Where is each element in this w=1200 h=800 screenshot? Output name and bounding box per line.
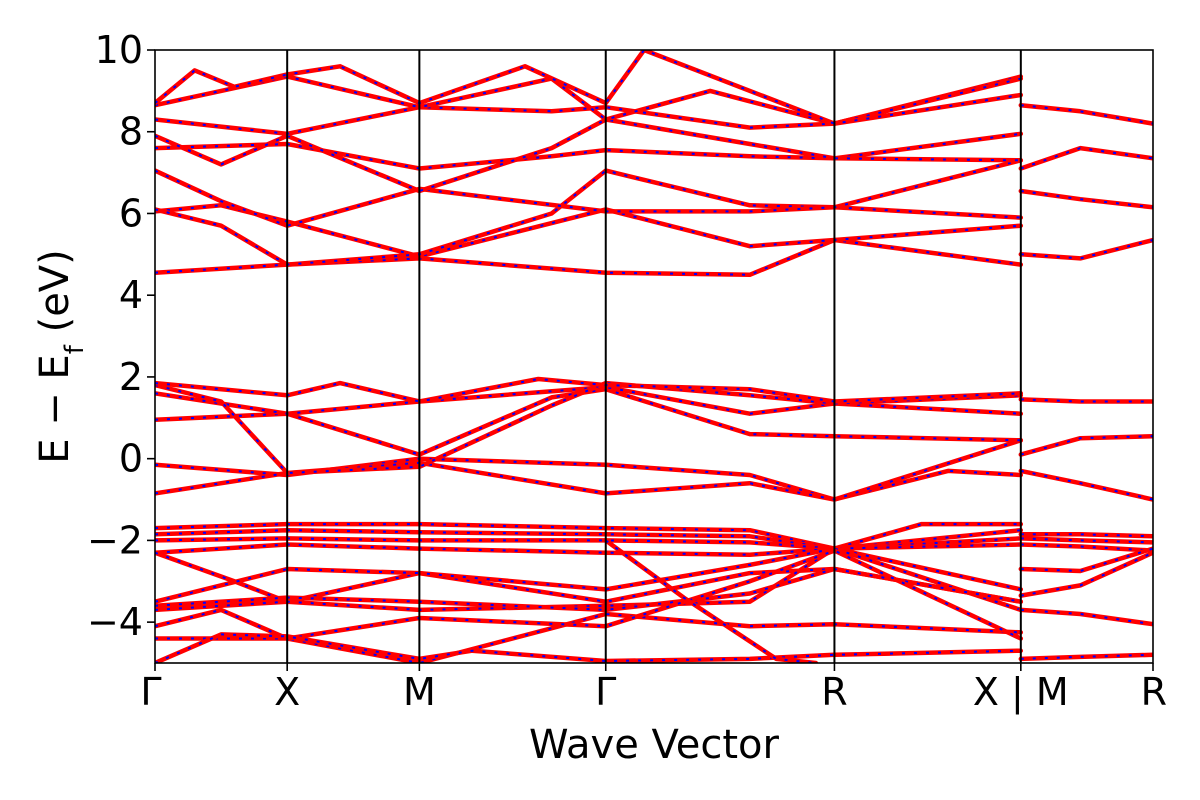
band-overlay-38 bbox=[1020, 551, 1153, 597]
band-line-29 bbox=[1018, 188, 1153, 210]
y-axis-label-unit: (eV) bbox=[32, 249, 78, 345]
y-tick-label: 2 bbox=[119, 355, 143, 399]
band-overlay-3 bbox=[155, 159, 1022, 227]
bands-layer bbox=[155, 50, 1153, 663]
band-line-38 bbox=[1018, 550, 1153, 598]
band-overlay-8 bbox=[155, 50, 1021, 125]
x-tick-label: Γ bbox=[140, 670, 161, 714]
band-line-30 bbox=[1018, 237, 1153, 261]
y-axis-label: E − Ef (eV) bbox=[32, 249, 90, 464]
band-overlay-27 bbox=[1020, 104, 1153, 125]
y-tick-label: 8 bbox=[119, 110, 143, 154]
band-line-32 bbox=[1018, 433, 1153, 457]
band-overlay-25 bbox=[155, 633, 1021, 663]
band-line-39 bbox=[1018, 607, 1153, 627]
y-tick-label: −2 bbox=[87, 518, 143, 562]
band-overlay-37 bbox=[1020, 547, 1153, 573]
x-tick-label: X | M bbox=[973, 670, 1069, 715]
x-tick-label: R bbox=[821, 670, 847, 714]
y-tick-label: 6 bbox=[119, 191, 143, 235]
band-line-0 bbox=[155, 237, 1024, 278]
x-tick-label: Γ bbox=[595, 670, 616, 714]
y-tick-label: 0 bbox=[119, 437, 143, 481]
y-axis-label-main: E − E bbox=[32, 354, 78, 464]
band-overlay-33 bbox=[1020, 469, 1153, 501]
band-overlay-29 bbox=[1020, 190, 1153, 209]
high-symmetry-lines bbox=[286, 50, 1022, 663]
band-overlay-31 bbox=[1020, 398, 1153, 403]
y-tick-label: −4 bbox=[87, 600, 143, 644]
band-overlay-26 bbox=[605, 539, 817, 663]
band-overlay-30 bbox=[1020, 239, 1153, 260]
band-overlay-40 bbox=[1020, 653, 1153, 660]
x-tick-label: R bbox=[1141, 670, 1167, 714]
band-line-34 bbox=[1018, 532, 1153, 539]
band-line-2 bbox=[155, 168, 1024, 267]
band-line-31 bbox=[1018, 397, 1153, 404]
band-overlay-32 bbox=[1020, 435, 1153, 456]
band-overlay-28 bbox=[1020, 147, 1153, 170]
band-line-19 bbox=[155, 550, 1024, 604]
y-tick-label: 10 bbox=[95, 28, 143, 72]
band-line-5 bbox=[155, 117, 1024, 194]
band-line-6 bbox=[155, 74, 1024, 137]
band-line-36 bbox=[1018, 542, 1153, 553]
x-axis-ticks: Γ X M Γ R X | M R bbox=[140, 663, 1167, 715]
band-line-27 bbox=[1018, 102, 1153, 126]
band-line-13 bbox=[155, 380, 1024, 476]
band-overlay-35 bbox=[1020, 537, 1153, 544]
band-overlay-15 bbox=[155, 523, 1021, 550]
band-line-35 bbox=[1018, 536, 1153, 545]
x-tick-label: M bbox=[403, 670, 436, 714]
y-axis-ticks: 10 8 6 4 2 0 −2 −4 bbox=[87, 28, 155, 644]
band-overlay-36 bbox=[1020, 543, 1153, 552]
band-line-28 bbox=[1018, 145, 1153, 171]
x-axis-label: Wave Vector bbox=[529, 722, 780, 768]
band-overlay-9 bbox=[155, 457, 1021, 501]
band-line-33 bbox=[1018, 468, 1153, 502]
band-overlay-39 bbox=[1020, 608, 1153, 626]
band-overlay-5 bbox=[155, 118, 1021, 193]
band-line-8 bbox=[155, 50, 1024, 126]
band-line-14 bbox=[155, 376, 1024, 404]
x-tick-label: X bbox=[274, 670, 300, 714]
band-line-23 bbox=[155, 607, 1024, 663]
y-axis-label-subscript: f bbox=[60, 344, 90, 354]
y-tick-label: 4 bbox=[119, 273, 143, 317]
band-line-1 bbox=[155, 203, 1024, 259]
band-line-40 bbox=[1018, 652, 1153, 662]
plot-frame bbox=[154, 49, 1154, 664]
